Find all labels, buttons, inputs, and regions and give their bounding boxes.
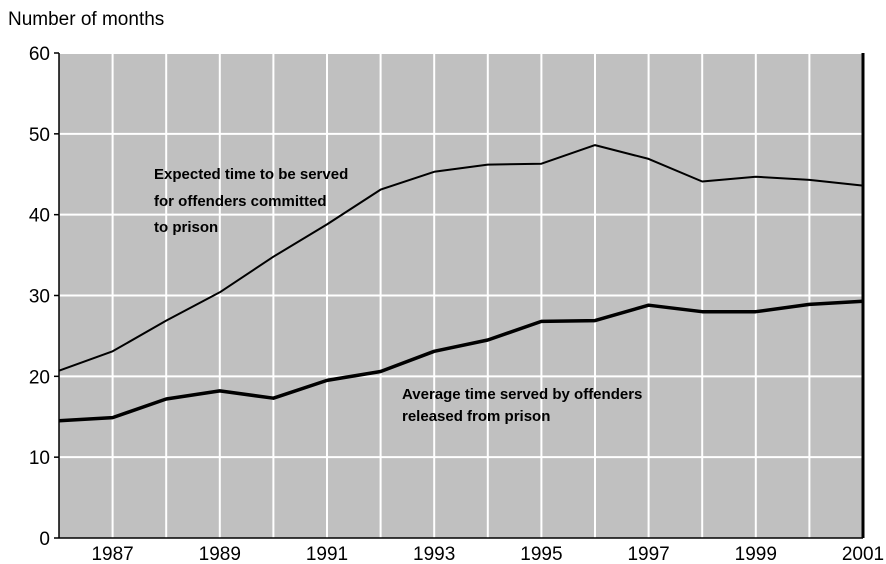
series-1-annotation-line-1: Expected time to be served xyxy=(154,166,348,183)
series-1-annotation-line-3: to prison xyxy=(154,219,218,236)
x-tick-label: 1999 xyxy=(735,544,777,564)
series-lines xyxy=(58,144,864,423)
series-2-annotation-line-1: Average time served by offenders xyxy=(402,386,642,403)
y-tick-labels: 0 10 20 30 40 50 60 xyxy=(29,44,50,550)
x-tick-label: 1995 xyxy=(520,544,562,564)
x-tick-label: 1993 xyxy=(413,544,455,564)
series-1-annotation: Expected time to be served for offenders… xyxy=(154,166,352,236)
x-tick-label: 1989 xyxy=(199,544,241,564)
series-2-annotation-line-2: released from prison xyxy=(402,408,550,425)
y-tick-label: 0 xyxy=(39,529,50,550)
x-tick-label: 2001 xyxy=(842,544,884,564)
gridlines xyxy=(59,52,863,538)
series-1-annotation-line-2: for offenders committed xyxy=(154,193,327,210)
x-tick-label: 1987 xyxy=(91,544,133,564)
series-1-line xyxy=(58,144,864,372)
y-tick-label: 40 xyxy=(29,206,50,227)
x-tick-label: 1991 xyxy=(306,544,348,564)
y-tick-label: 30 xyxy=(29,287,50,308)
y-tick-label: 10 xyxy=(29,448,50,469)
y-tick-label: 20 xyxy=(29,367,50,388)
y-tick-label: 60 xyxy=(29,44,50,65)
series-2-line xyxy=(58,299,864,423)
axes xyxy=(54,52,865,539)
y-tick-label: 50 xyxy=(29,125,50,146)
annotations: Expected time to be served for offenders… xyxy=(154,166,647,425)
y-axis-title: Number of months xyxy=(8,9,164,30)
x-tick-label: 1997 xyxy=(627,544,669,564)
x-tick-labels: 1987 1989 1991 1993 1995 1997 1999 2001 xyxy=(91,544,884,564)
series-2-annotation: Average time served by offenders release… xyxy=(402,386,647,425)
